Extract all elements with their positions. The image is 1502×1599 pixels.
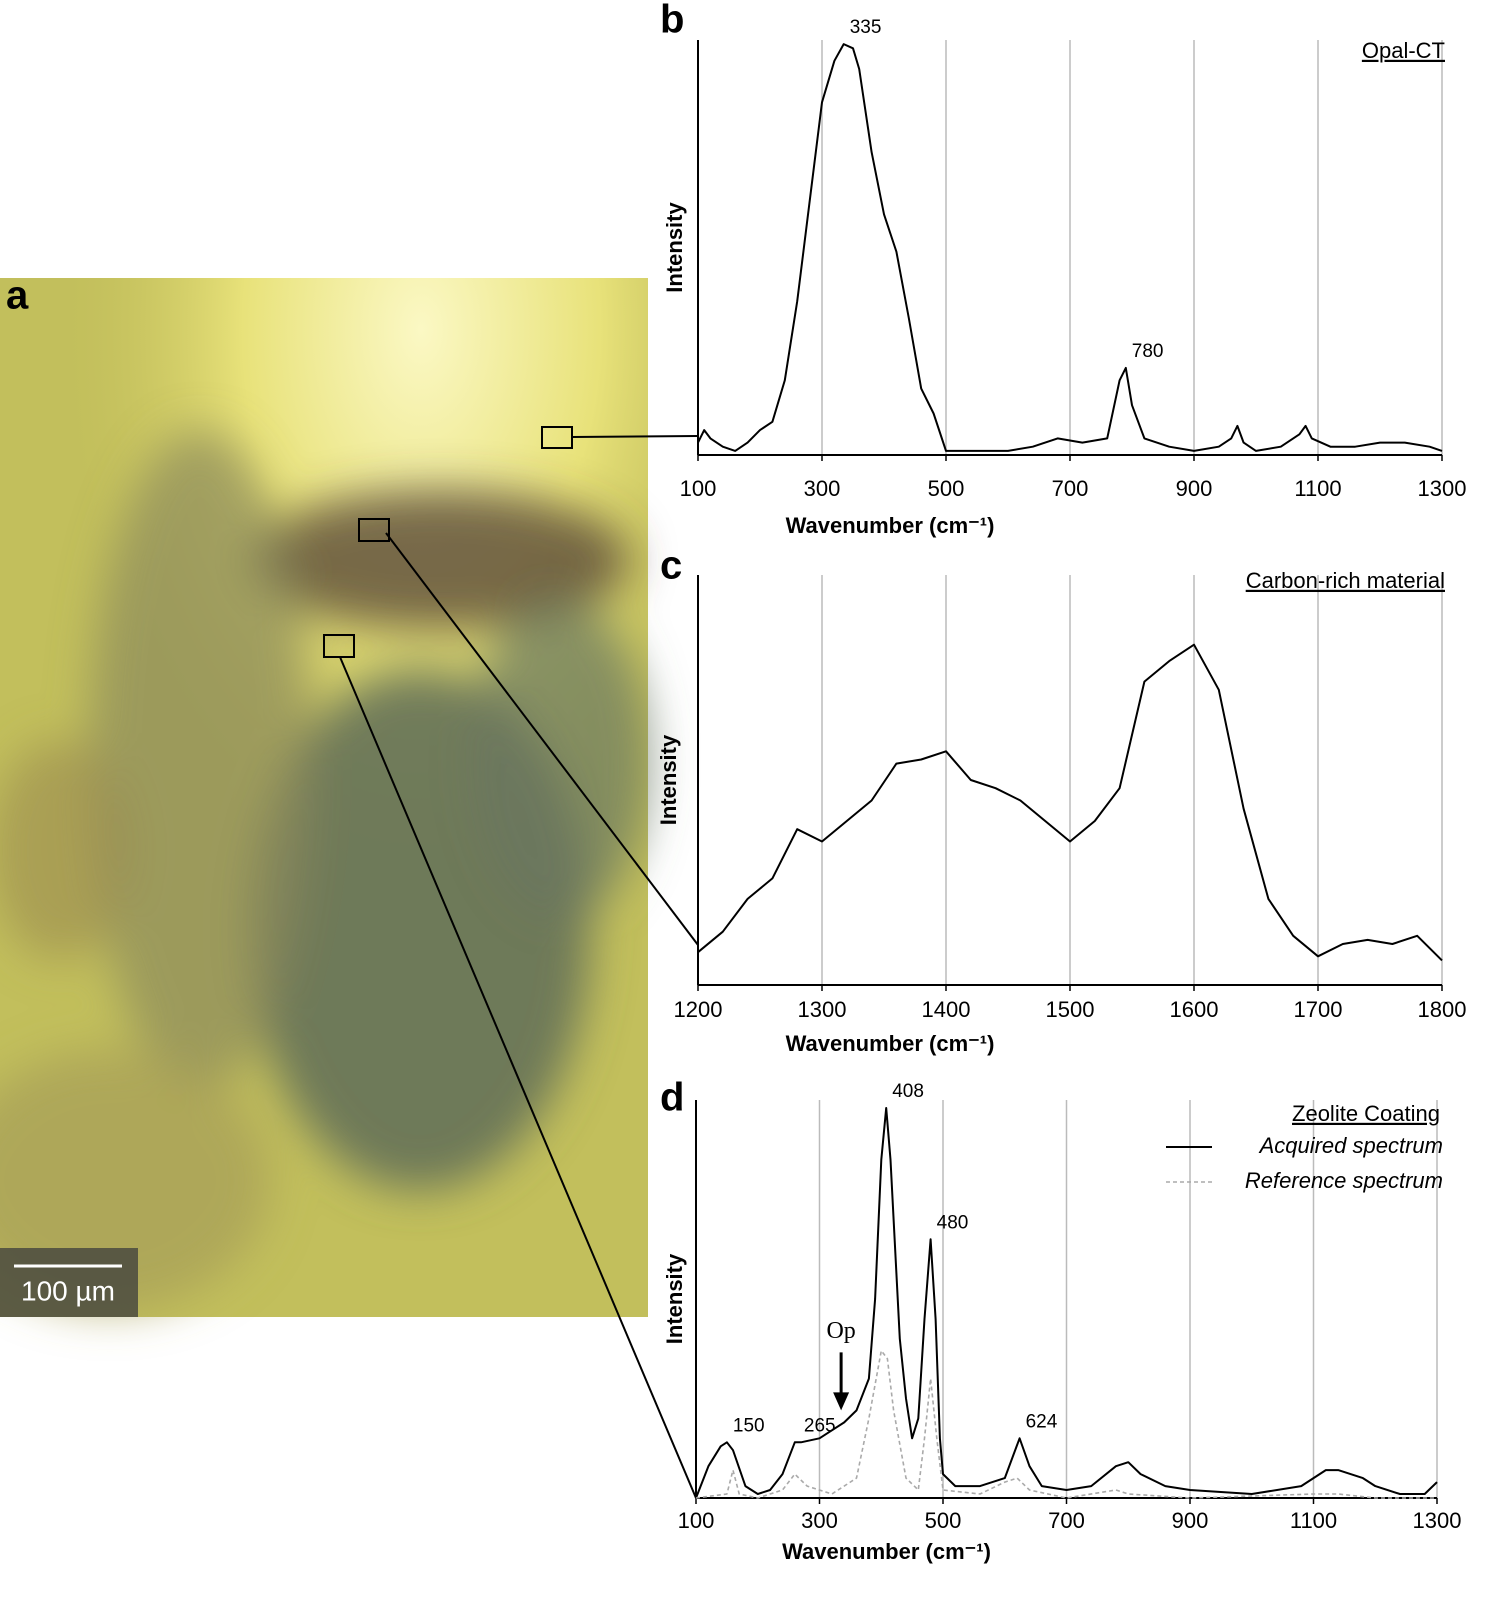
x-tick-label: 700	[1052, 476, 1089, 501]
x-tick-label: 300	[801, 1508, 838, 1533]
chart-title: Carbon-rich material	[1246, 568, 1445, 593]
annotation: 624	[1026, 1411, 1058, 1432]
spectrum-line	[695, 1107, 1438, 1499]
x-tick-label: 1400	[922, 997, 971, 1022]
annotation: 265	[804, 1415, 836, 1436]
x-axis-label: Wavenumber (cm⁻¹)	[786, 513, 995, 538]
x-tick-label: 700	[1048, 1508, 1085, 1533]
x-tick-label: 900	[1176, 476, 1213, 501]
x-tick-label: 1600	[1170, 997, 1219, 1022]
x-tick-label: 1700	[1294, 997, 1343, 1022]
legend-label: Acquired spectrum	[1258, 1133, 1443, 1158]
y-axis-label: Intensity	[656, 734, 681, 825]
spectrum-line	[697, 643, 1443, 962]
panel-label: b	[660, 0, 684, 42]
panel-label: a	[6, 274, 29, 318]
annotation: 780	[1132, 341, 1164, 362]
arrow-head	[833, 1392, 850, 1411]
connectors	[339, 435, 699, 1499]
legend-label: Reference spectrum	[1245, 1168, 1443, 1193]
x-tick-label: 1300	[798, 997, 847, 1022]
chart-title: Opal-CT	[1362, 38, 1445, 63]
annotation: Op	[826, 1318, 855, 1344]
micrograph: 100 µm a	[0, 274, 650, 1317]
annotation: 408	[892, 1081, 924, 1102]
annotation: 335	[850, 17, 882, 38]
chart-title: Zeolite Coating	[1292, 1101, 1440, 1126]
y-axis-label: Intensity	[662, 1253, 687, 1344]
x-axis-label: Wavenumber (cm⁻¹)	[786, 1031, 995, 1056]
x-tick-label: 1500	[1046, 997, 1095, 1022]
annotation: 480	[937, 1212, 969, 1233]
x-axis-label: Wavenumber (cm⁻¹)	[782, 1539, 991, 1564]
panel-label: c	[660, 544, 682, 588]
x-tick-label: 1300	[1418, 476, 1467, 501]
x-tick-label: 1100	[1290, 1508, 1337, 1533]
x-tick-label: 100	[678, 1508, 715, 1533]
x-tick-label: 900	[1172, 1508, 1209, 1533]
x-tick-label: 500	[928, 476, 965, 501]
spectrum-line	[695, 1349, 1437, 1499]
annotation: 150	[733, 1415, 765, 1436]
x-tick-label: 1200	[674, 997, 723, 1022]
panel-label: d	[660, 1076, 684, 1120]
scale-bar-label: 100 µm	[21, 1275, 115, 1306]
x-tick-label: 1800	[1418, 997, 1467, 1022]
y-axis-label: Intensity	[662, 202, 687, 293]
spectrum-line	[697, 43, 1443, 452]
x-tick-label: 1100	[1294, 476, 1341, 501]
x-tick-label: 1300	[1413, 1508, 1462, 1533]
x-tick-label: 100	[680, 476, 717, 501]
x-tick-label: 300	[804, 476, 841, 501]
x-tick-label: 500	[925, 1508, 962, 1533]
